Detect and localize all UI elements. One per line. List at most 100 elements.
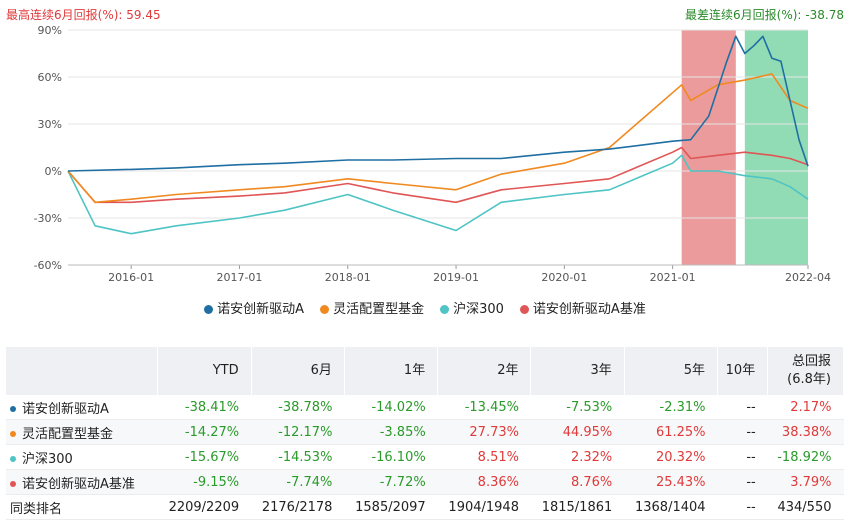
table-cell: -14.53% <box>251 444 345 470</box>
legend-dot-icon <box>440 305 450 314</box>
table-cell: -2.31% <box>624 395 718 420</box>
x-tick-label: 2022-04 <box>785 271 831 284</box>
table-header-3y: 3年 <box>530 347 625 395</box>
table-cell: 2.17% <box>767 395 844 420</box>
table-cell: 25.43% <box>624 469 718 495</box>
min-return-label: 最差连续6月回报(%): -38.78 <box>685 8 844 22</box>
table-cell: -7.53% <box>530 395 625 420</box>
table-row: 同类排名 2209/2209 2176/2178 1585/2097 1904/1948… <box>6 494 844 520</box>
legend-item-3[interactable]: 诺安创新驱动A基准 <box>519 298 646 317</box>
table-cell: 38.38% <box>767 419 844 445</box>
table-cell: 1585/2097 <box>344 494 438 520</box>
table-cell: 3.79% <box>767 469 844 495</box>
row-name: 同类排名 <box>6 494 158 520</box>
legend-item-2[interactable]: 沪深300 <box>440 298 504 317</box>
table-cell: 27.73% <box>437 419 531 445</box>
series-line-1 <box>67 73 809 204</box>
table-cell: 8.51% <box>437 444 531 470</box>
legend-label: 灵活配置型基金 <box>333 302 425 317</box>
table-cell: -38.78% <box>251 395 345 420</box>
row-name: 沪深300 <box>6 444 158 470</box>
series-line-3 <box>67 146 809 204</box>
table-cell: 1904/1948 <box>437 494 531 520</box>
x-tick-label: 2016-01 <box>108 271 154 284</box>
table-header-1y: 1年 <box>344 347 439 395</box>
y-tick-label: -60% <box>34 259 62 272</box>
legend-dot-icon <box>320 305 330 314</box>
row-name: 灵活配置型基金 <box>6 419 158 445</box>
row-dot-icon <box>10 456 16 462</box>
table-cell: 434/550 <box>767 494 844 520</box>
table-cell: 2209/2209 <box>157 494 252 520</box>
table-header-blank <box>6 347 159 395</box>
x-tick-label: 2017-01 <box>216 271 262 284</box>
table-cell: -7.74% <box>251 469 345 495</box>
table-cell: 8.36% <box>437 469 531 495</box>
legend-item-0[interactable]: 诺安创新驱动A <box>204 298 304 317</box>
table-cell: -13.45% <box>437 395 531 420</box>
x-tick-label: 2020-01 <box>541 271 587 284</box>
table-cell: -9.15% <box>157 469 252 495</box>
max-return-label: 最高连续6月回报(%): 59.45 <box>6 8 161 22</box>
table-header-ytd: YTD <box>157 347 252 395</box>
table-header-6m: 6月 <box>251 347 345 395</box>
performance-table: YTD 6月 1年 2年 3年 5年 10年 总回报 (6.8年) 诺安创新驱动A… <box>6 347 844 520</box>
y-tick-label: 0% <box>45 165 62 178</box>
table-row: 沪深300 -15.67% -14.53% -16.10% 8.51% 2.32% 20.3… <box>6 444 844 470</box>
table-cell: -15.67% <box>157 444 252 470</box>
table-cell: 61.25% <box>624 419 718 445</box>
table-row: 灵活配置型基金 -14.27% -12.17% -3.85% 27.73% 44.95% 6… <box>6 419 844 445</box>
table-cell: -- <box>717 494 768 520</box>
table-cell: 20.32% <box>624 444 718 470</box>
table-cell: -- <box>717 444 768 470</box>
y-tick-label: 60% <box>38 71 62 84</box>
row-name: 诺安创新驱动A <box>6 395 158 420</box>
table-header-row: YTD 6月 1年 2年 3年 5年 10年 总回报 (6.8年) <box>6 347 844 395</box>
min-return-value: -38.78 <box>805 8 844 22</box>
table-header-2y: 2年 <box>437 347 532 395</box>
y-tick-label: 90% <box>38 24 62 37</box>
table-cell: -14.27% <box>157 419 252 445</box>
row-dot-icon <box>10 481 16 487</box>
table-row: 诺安创新驱动A -38.41% -38.78% -14.02% -13.45% -7.53… <box>6 395 844 420</box>
table-cell: -12.17% <box>251 419 345 445</box>
table-cell: 1815/1861 <box>530 494 625 520</box>
x-tick-label: 2021-01 <box>650 271 696 284</box>
series-line-0 <box>67 35 809 172</box>
legend-item-1[interactable]: 灵活配置型基金 <box>320 298 424 317</box>
table-cell: -38.41% <box>157 395 252 420</box>
table-cell: -14.02% <box>344 395 438 420</box>
x-tick-label: 2018-01 <box>325 271 371 284</box>
table-cell: -- <box>717 419 768 445</box>
y-tick-label: -30% <box>34 212 62 225</box>
row-dot-icon <box>10 406 16 412</box>
table-cell: -7.72% <box>344 469 438 495</box>
chart-legend: 诺安创新驱动A 灵活配置型基金 沪深300 诺安创新驱动A基准 <box>0 298 850 317</box>
performance-line-chart: 90% 60% 30% 0% -30% -60% 2016-01 2017-01 2018-01… <box>34 24 831 284</box>
table-header-total: 总回报 (6.8年) <box>767 347 844 395</box>
table-cell: 2176/2178 <box>251 494 345 520</box>
table-cell: 44.95% <box>530 419 625 445</box>
legend-dot-icon <box>204 305 214 314</box>
legend-label: 诺安创新驱动A <box>217 302 305 317</box>
x-tick-label: 2019-01 <box>433 271 479 284</box>
max-return-value: 59.45 <box>126 8 161 22</box>
table-cell: -- <box>717 395 768 420</box>
table-cell: 1368/1404 <box>624 494 718 520</box>
table-cell: 2.32% <box>530 444 625 470</box>
shaded-period-0 <box>681 30 736 265</box>
table-header-10y: 10年 <box>717 347 769 395</box>
table-row: 诺安创新驱动A基准 -9.15% -7.74% -7.72% 8.36% 8.76% 25.… <box>6 469 844 495</box>
shaded-period-1 <box>744 30 808 265</box>
row-dot-icon <box>10 431 16 437</box>
legend-dot-icon <box>519 305 529 314</box>
table-header-5y: 5年 <box>624 347 719 395</box>
table-cell: 8.76% <box>530 469 625 495</box>
table-cell: -16.10% <box>344 444 438 470</box>
table-cell: -- <box>717 469 768 495</box>
legend-label: 诺安创新驱动A基准 <box>532 302 646 317</box>
series-line-2 <box>67 154 809 235</box>
legend-label: 沪深300 <box>453 302 504 317</box>
table-cell: -18.92% <box>767 444 844 470</box>
row-name: 诺安创新驱动A基准 <box>6 469 158 495</box>
